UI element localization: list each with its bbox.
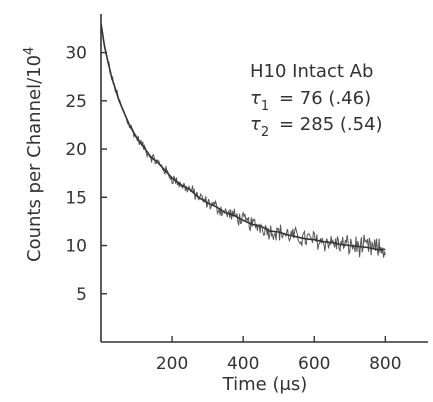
- series-layer: [100, 22, 386, 258]
- axes: [100, 14, 428, 343]
- series-fit-curve: [100, 23, 386, 251]
- annotation-tau2: τ2 = 285 (.54): [250, 114, 383, 140]
- y-axis-title: Counts per Channel/104: [22, 47, 45, 262]
- y-axis-title-main: Counts per Channel/10: [24, 55, 45, 262]
- fit-annotation: H10 Intact Ab τ1 = 76 (.46) τ2 = 285 (.54): [250, 61, 383, 140]
- x-tick-label: 600: [298, 354, 330, 374]
- y-tick-label: 15: [65, 188, 87, 208]
- tau2-value: = 285 (.54): [279, 114, 383, 135]
- y-tick-label: 25: [65, 92, 87, 112]
- y-tick-label: 30: [65, 44, 87, 64]
- series-noisy-data: [100, 22, 386, 258]
- tau1-subscript: 1: [261, 99, 269, 114]
- tau1-value: = 76 (.46): [279, 88, 371, 109]
- y-axis-title-superscript: 4: [22, 47, 37, 55]
- annotation-tau1: τ1 = 76 (.46): [250, 88, 371, 114]
- y-ticks: 5 10 15 20 25 30: [65, 44, 107, 305]
- tau2-subscript: 2: [261, 125, 269, 140]
- x-axis-title: Time (μs): [222, 374, 308, 395]
- y-tick-label: 5: [76, 285, 87, 305]
- tau2-symbol: τ: [250, 114, 261, 135]
- x-tick-label: 800: [369, 354, 401, 374]
- y-tick-label: 20: [65, 140, 87, 160]
- tau1-symbol: τ: [250, 88, 261, 109]
- x-tick-label: 200: [156, 354, 188, 374]
- x-tick-label: 400: [227, 354, 259, 374]
- annotation-title: H10 Intact Ab: [250, 61, 373, 82]
- x-ticks: 200 400 600 800: [156, 336, 402, 374]
- y-tick-label: 10: [65, 237, 87, 257]
